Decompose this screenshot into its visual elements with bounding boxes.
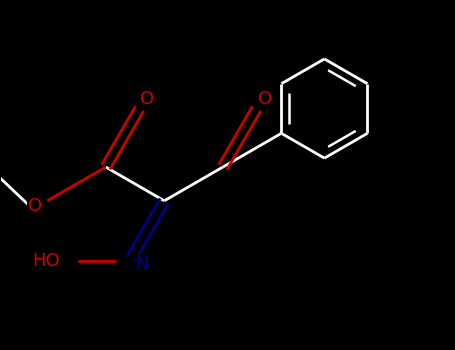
- Text: HO: HO: [33, 252, 61, 270]
- Text: O: O: [258, 90, 272, 108]
- Text: O: O: [28, 197, 42, 215]
- Text: O: O: [141, 90, 155, 108]
- Text: N: N: [136, 255, 149, 273]
